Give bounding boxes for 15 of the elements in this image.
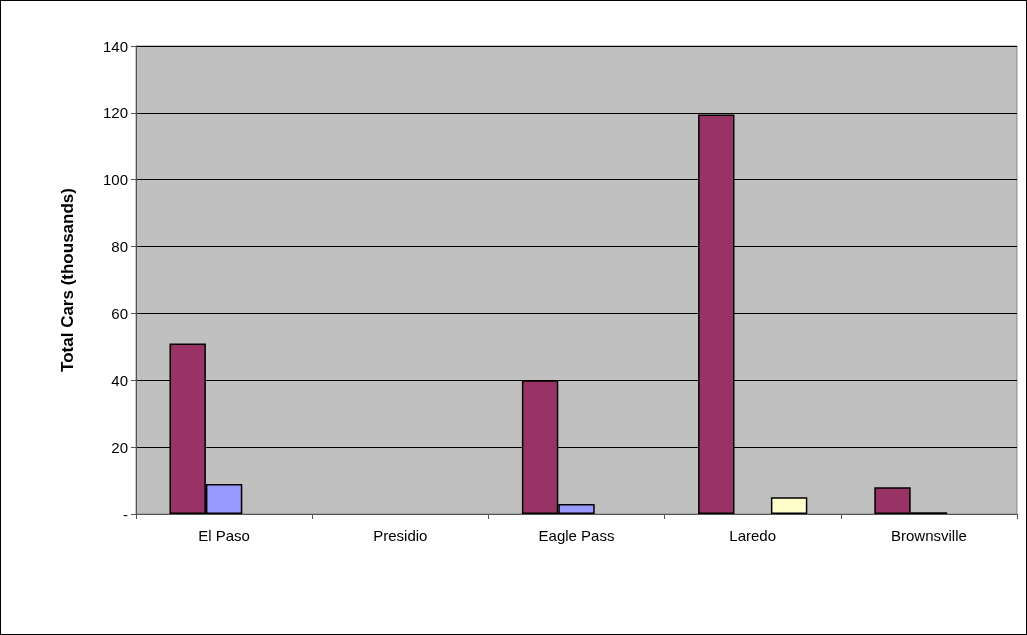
x-tick-label: El Paso — [198, 527, 250, 544]
x-tick-label: Eagle Pass — [538, 527, 615, 544]
x-tick-label: Brownsville — [890, 527, 967, 544]
y-tick-label: 40 — [111, 371, 128, 389]
y-tick-label: 20 — [111, 438, 128, 456]
y-tick-label: 60 — [111, 304, 128, 322]
y-tick-label: 80 — [111, 238, 128, 256]
x-tick-label: Laredo — [729, 527, 777, 544]
y-tick-label: 100 — [102, 171, 128, 189]
y-tick-label: 140 — [102, 37, 128, 55]
y-tick-label: - — [123, 505, 128, 523]
y-axis-title: Total Cars (thousands) — [58, 188, 77, 372]
bar — [770, 497, 808, 514]
y-tick-label: 120 — [102, 104, 128, 122]
x-tick-label: Presidio — [373, 527, 428, 544]
